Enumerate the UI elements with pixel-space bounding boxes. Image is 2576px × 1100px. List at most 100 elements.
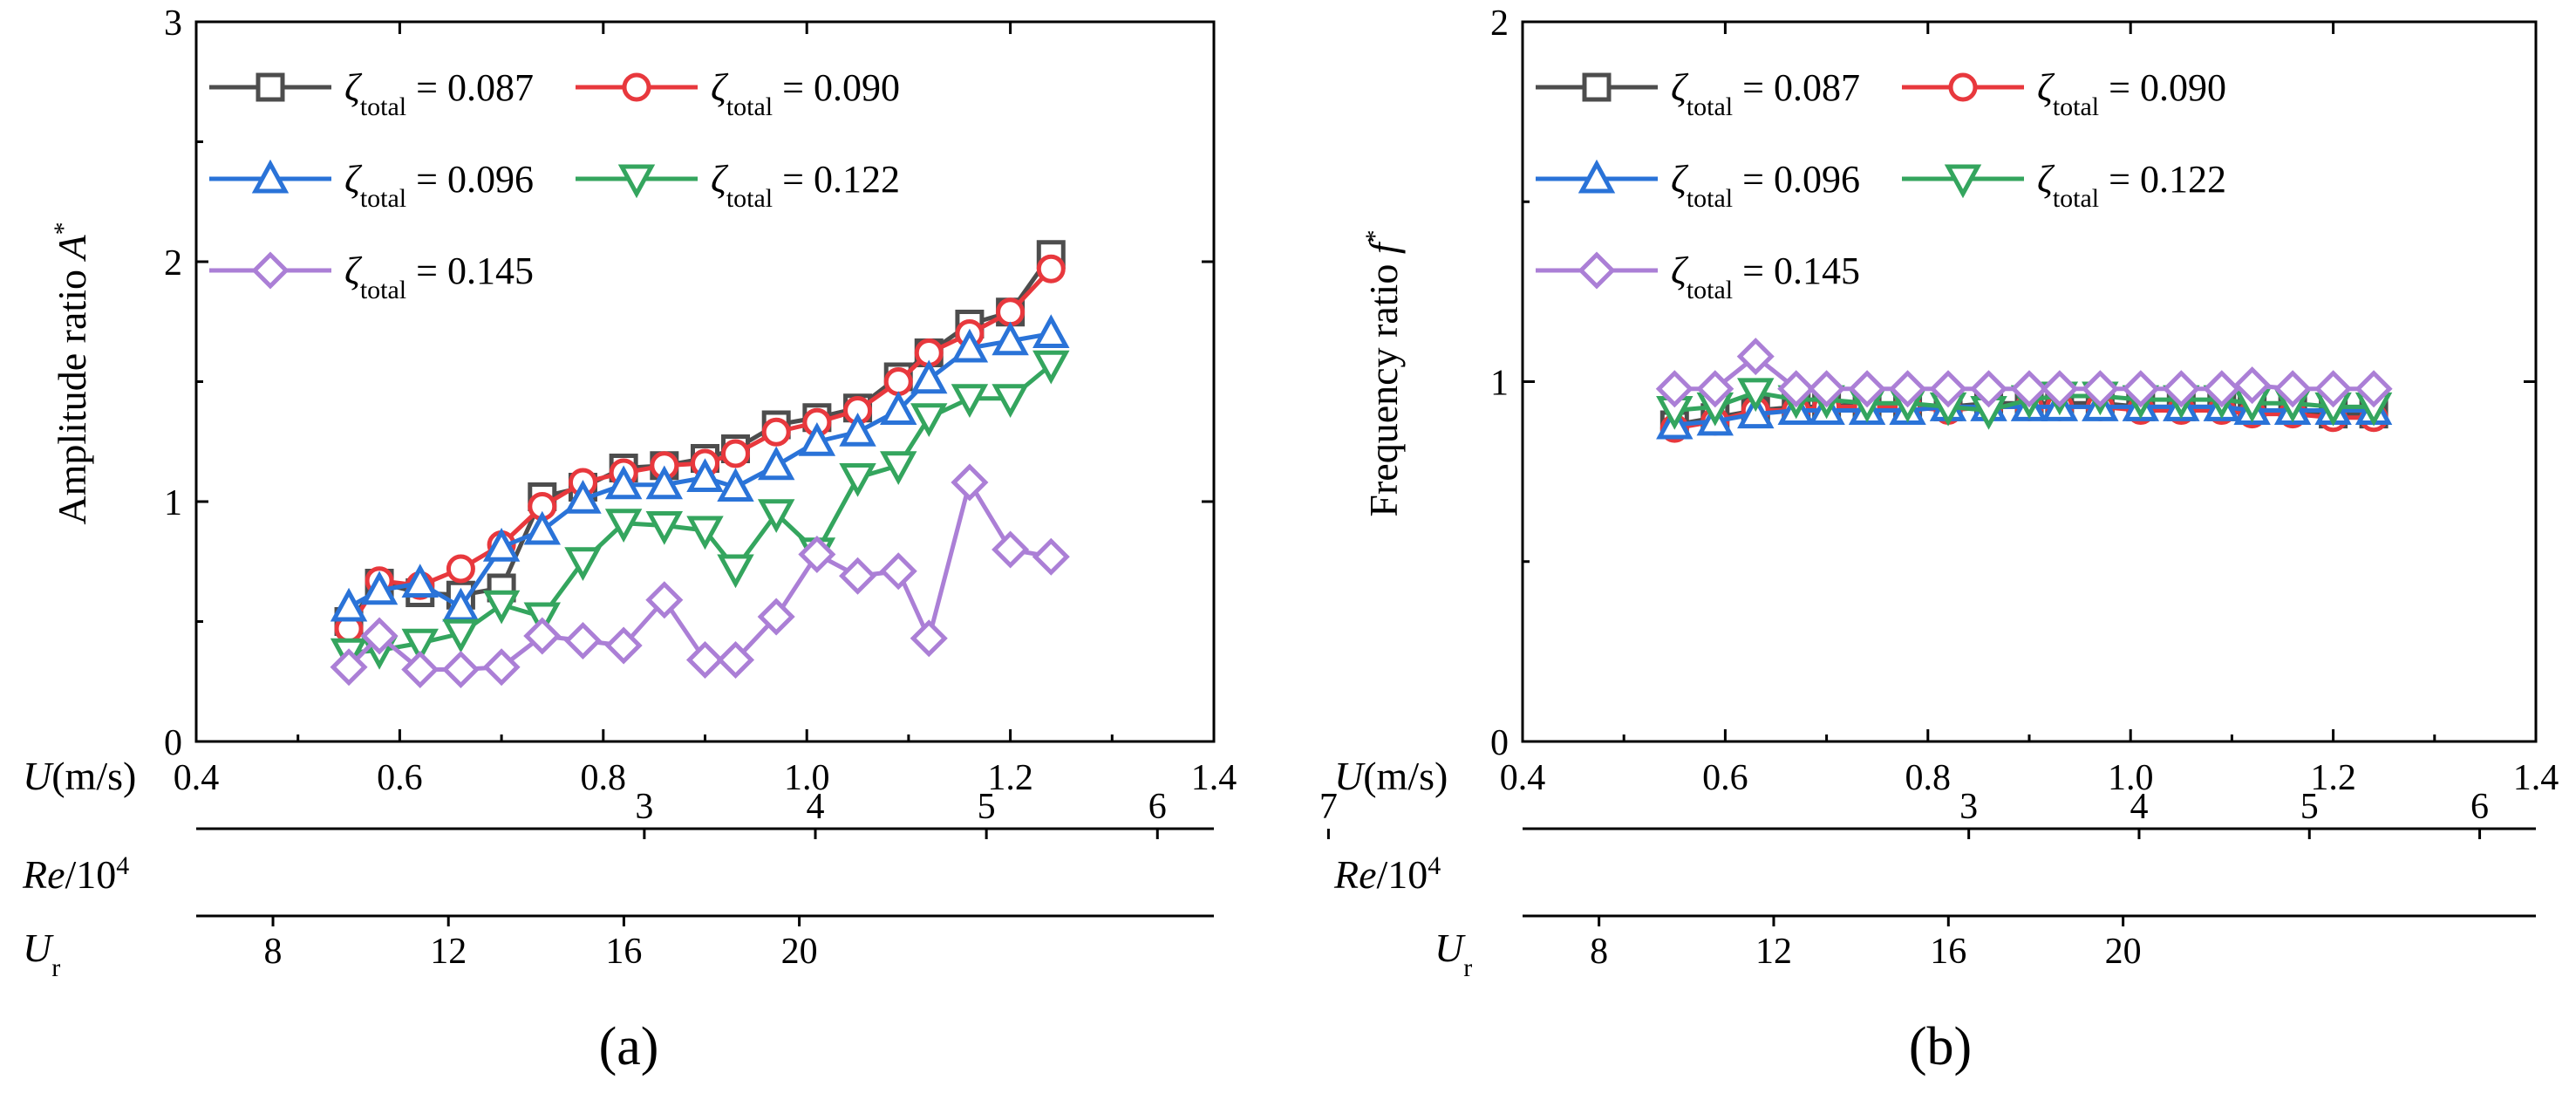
data-point-a-2-15 [910, 359, 948, 394]
ur-tick-label-a-3: 20 [781, 932, 818, 972]
data-point-a-2-5 [523, 510, 562, 545]
legend-entry-a-1: ζtotal = 0.090 [576, 66, 900, 121]
data-point-a-2-2 [401, 564, 439, 598]
data-point-a-4-1 [360, 617, 399, 655]
data-point-a-2-16 [951, 328, 989, 363]
x-tick-label-a-0: 0.4 [174, 758, 220, 798]
legend-label-b-2: ζtotal = 0.096 [1671, 158, 1860, 213]
x-tick-label-b-2: 0.8 [1905, 758, 1952, 798]
data-point-a-4-12 [798, 535, 836, 574]
data-point-a-3-10 [717, 554, 754, 589]
data-point-b-4-7 [1929, 370, 1967, 408]
legend-marker-a-3 [617, 164, 656, 199]
data-point-a-1-11 [761, 417, 791, 447]
x-tick-label-b-4: 1.2 [2310, 758, 2356, 798]
data-point-a-4-6 [563, 621, 602, 660]
x-tick-label-b-0: 0.4 [1500, 758, 1546, 798]
x-tick-label-b-3: 1.0 [2108, 758, 2154, 798]
data-point-a-3-6 [564, 547, 602, 581]
legend-label-b-4: ζtotal = 0.145 [1671, 249, 1860, 304]
data-point-a-3-3 [442, 618, 480, 653]
data-point-b-2-2 [1737, 394, 1775, 429]
data-point-a-3-17 [992, 384, 1029, 418]
legend-label-a-0: ζtotal = 0.087 [344, 66, 534, 121]
y-tick-label-b-0: 0 [1490, 723, 1509, 763]
data-point-a-4-3 [441, 650, 480, 689]
data-point-a-4-16 [951, 463, 989, 502]
legend-marker-a-1 [622, 72, 651, 102]
ur-tick-label-b-0: 8 [1590, 932, 1608, 972]
legend-entry-a-2: ζtotal = 0.096 [209, 158, 534, 213]
series-a-3 [330, 350, 1070, 673]
data-point-a-2-1 [360, 570, 399, 605]
data-point-b-4-9 [2010, 370, 2048, 408]
data-point-a-2-4 [482, 528, 521, 562]
legend-label-a-1: ζtotal = 0.090 [711, 66, 900, 121]
legend-marker-b-0 [1582, 72, 1612, 102]
data-point-a-2-8 [645, 465, 684, 500]
data-point-a-3-4 [482, 590, 521, 625]
data-point-b-4-17 [2314, 370, 2353, 408]
data-point-a-3-13 [839, 463, 876, 497]
legend-entry-b-0: ζtotal = 0.087 [1536, 66, 1860, 121]
data-point-a-4-4 [482, 648, 521, 687]
data-point-a-4-5 [523, 617, 562, 655]
data-point-b-4-16 [2273, 370, 2312, 408]
data-point-b-4-4 [1808, 370, 1846, 408]
data-point-a-4-13 [839, 557, 877, 595]
legend-entry-b-1: ζtotal = 0.090 [1902, 66, 2226, 121]
re-tick-label-a-3: 6 [1148, 787, 1167, 827]
legend-b: ζtotal = 0.087 ζtotal = 0.090 ζtotal = 0.0… [1536, 66, 2226, 304]
data-point-a-2-6 [564, 480, 602, 514]
ur-tick-label-b-1: 12 [1755, 932, 1792, 972]
legend-entry-b-2: ζtotal = 0.096 [1536, 158, 1860, 213]
data-point-b-4-10 [2041, 370, 2079, 408]
data-point-a-2-14 [880, 391, 917, 425]
legend-label-b-0: ζtotal = 0.087 [1671, 66, 1860, 121]
data-point-b-4-5 [1848, 370, 1886, 408]
data-point-a-2-18 [1032, 314, 1070, 348]
data-point-b-4-6 [1889, 370, 1927, 408]
data-point-b-4-14 [2203, 370, 2241, 408]
y-tick-label-a-2: 2 [164, 243, 182, 284]
re-tick-label-a-4: 7 [1319, 787, 1338, 827]
re-tick-label-b-0: 3 [1959, 787, 1978, 827]
ur-tick-label-a-2: 16 [605, 932, 642, 972]
data-point-a-3-9 [686, 516, 724, 550]
panel-label-a: (a) [599, 1017, 659, 1076]
data-point-b-4-1 [1696, 370, 1734, 408]
legend-marker-b-1 [1948, 72, 1978, 102]
legend-entry-b-3: ζtotal = 0.122 [1902, 158, 2226, 213]
legend-label-b-1: ζtotal = 0.090 [2037, 66, 2226, 121]
legend-label-a-3: ζtotal = 0.122 [711, 158, 900, 213]
data-point-a-4-14 [879, 552, 917, 591]
data-point-a-3-18 [1032, 350, 1070, 385]
re-axis-label-a: Re/104 [22, 851, 129, 898]
re-tick-label-b-3: 6 [2470, 787, 2489, 827]
data-point-b-4-0 [1655, 370, 1693, 408]
legend-label-a-4: ζtotal = 0.145 [344, 249, 534, 304]
x-tick-label-b-5: 1.4 [2513, 758, 2559, 798]
data-point-a-2-17 [992, 321, 1029, 356]
y-tick-label-a-3: 3 [164, 3, 182, 44]
data-point-a-3-7 [604, 509, 643, 543]
ur-tick-label-b-2: 16 [1930, 932, 1966, 972]
legend-a: ζtotal = 0.087 ζtotal = 0.090 ζtotal = 0.0… [209, 66, 900, 304]
data-point-a-2-10 [717, 468, 754, 502]
data-point-a-1-17 [996, 297, 1026, 327]
legend-entry-b-4: ζtotal = 0.145 [1536, 249, 1860, 304]
data-point-b-4-11 [2081, 370, 2119, 408]
y-tick-label-a-0: 0 [164, 723, 182, 763]
data-point-a-4-17 [992, 530, 1030, 569]
legend-entry-a-0: ζtotal = 0.087 [209, 66, 534, 121]
re-tick-label-b-1: 4 [2130, 787, 2148, 827]
data-point-a-4-9 [685, 640, 725, 680]
data-point-a-4-11 [757, 598, 795, 636]
data-point-a-3-16 [951, 384, 989, 418]
x-tick-label-a-2: 0.8 [581, 758, 627, 798]
data-point-b-4-12 [2122, 370, 2160, 408]
data-point-a-1-10 [721, 439, 751, 468]
series-a-4 [330, 463, 1070, 689]
